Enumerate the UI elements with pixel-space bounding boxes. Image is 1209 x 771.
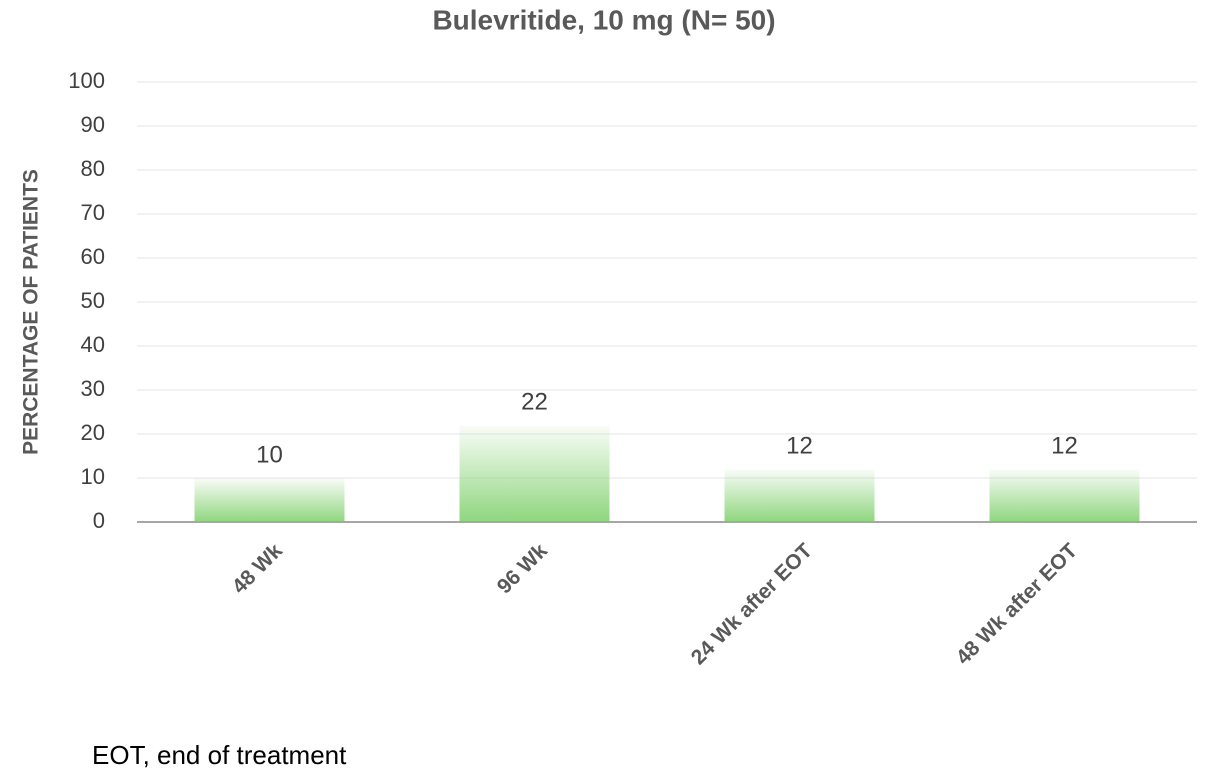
chart-title: Bulevritide, 10 mg (N= 50): [432, 4, 775, 35]
y-tick-label: 80: [81, 156, 105, 181]
y-tick-label: 50: [81, 288, 105, 313]
bar: [459, 425, 610, 522]
y-tick-label: 40: [81, 332, 105, 357]
y-tick-label: 90: [81, 112, 105, 137]
value-label: 22: [521, 389, 548, 416]
y-tick-label: 0: [93, 508, 105, 533]
y-axis-label: PERCENTAGE OF PATIENTS: [20, 169, 43, 455]
bar: [724, 469, 875, 522]
x-tick-label: 24 Wk after EOT: [687, 539, 817, 669]
x-tick-label: 48 Wk after EOT: [952, 539, 1082, 669]
value-label: 10: [256, 441, 283, 468]
bar: [989, 469, 1140, 522]
y-tick-label: 60: [81, 244, 105, 269]
y-tick-label: 100: [68, 68, 105, 93]
value-label: 12: [786, 433, 813, 460]
y-tick-label: 30: [81, 376, 105, 401]
y-tick-label: 10: [81, 464, 105, 489]
y-tick-label: 70: [81, 200, 105, 225]
y-tick-label: 20: [81, 420, 105, 445]
x-tick-label: 96 Wk: [493, 539, 552, 598]
footnote: EOT, end of treatment: [92, 740, 347, 770]
bar: [194, 478, 345, 522]
x-tick-label: 48 Wk: [228, 539, 287, 598]
value-label: 12: [1051, 433, 1078, 460]
